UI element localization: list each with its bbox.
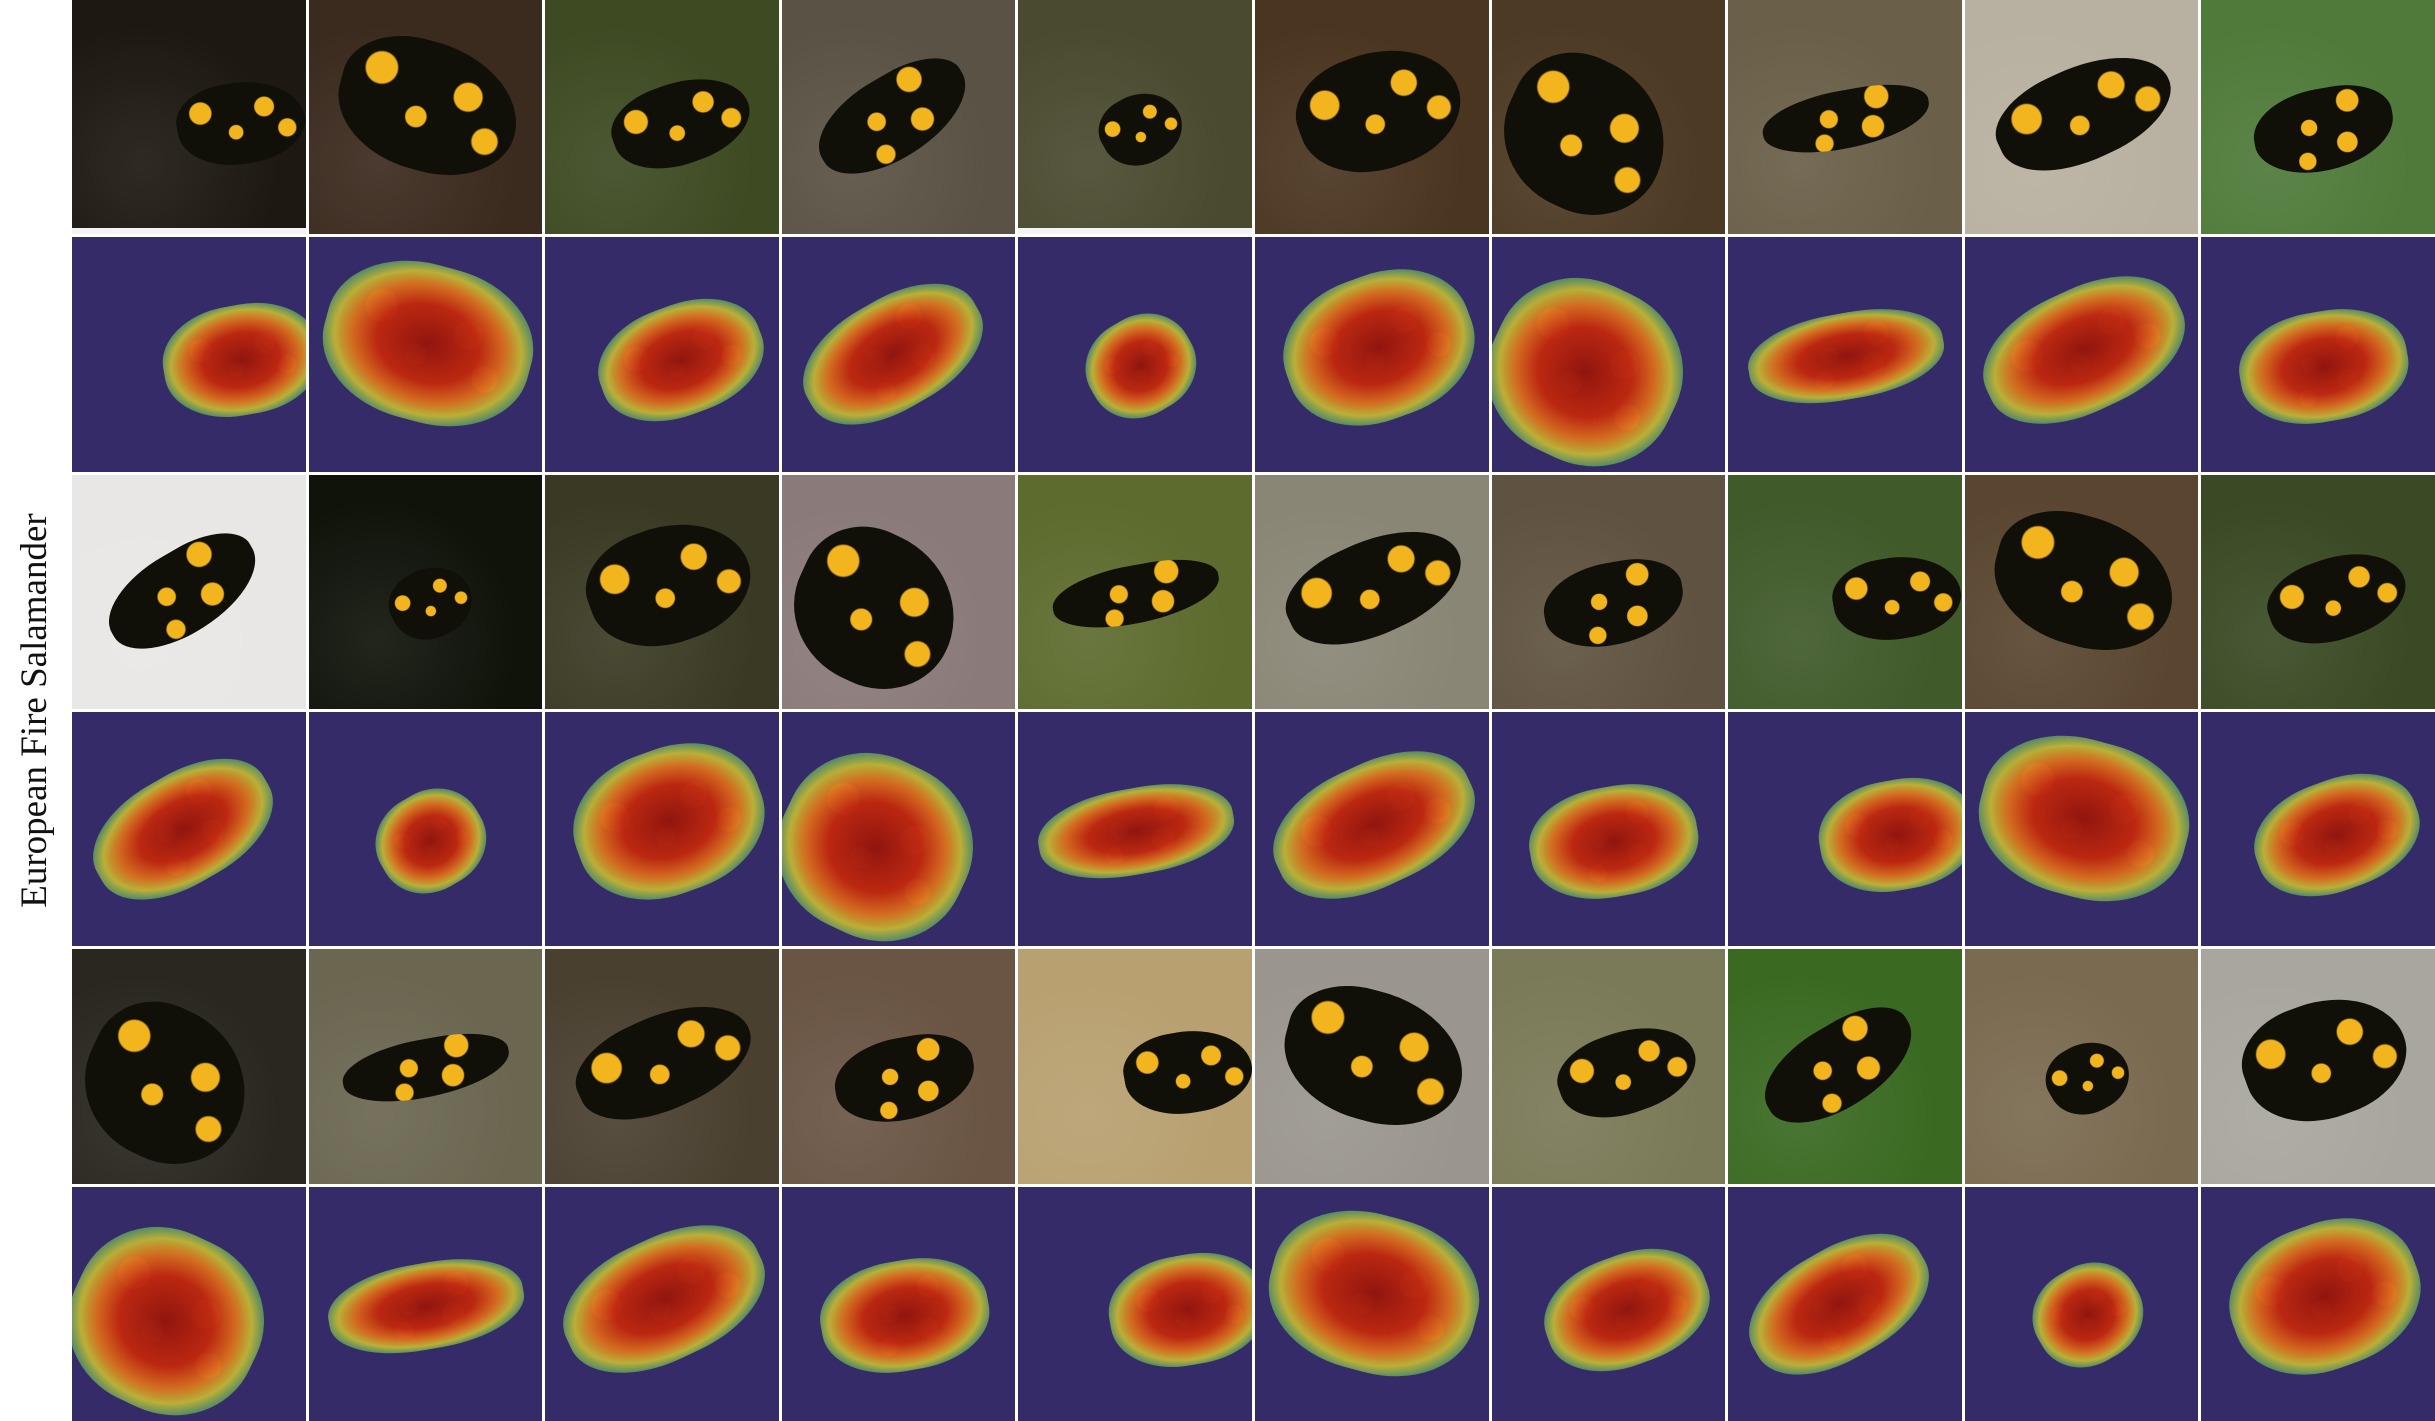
- heatmap-tile: [545, 237, 779, 472]
- heatmap-tile: [781, 711, 1016, 947]
- photo-tile: [1964, 474, 2199, 709]
- heatmap-tile: [72, 711, 306, 947]
- heatmap-tile: [1255, 711, 1489, 947]
- photo-tile: [1964, 949, 2199, 1184]
- row-label-text: European Fire Salamander: [13, 513, 55, 908]
- photo-tile: [545, 474, 779, 709]
- photo-tile: [545, 0, 779, 235]
- heatmap-tile: [1728, 237, 1962, 472]
- scene-background: [781, 0, 1016, 235]
- photo-tile: [545, 949, 779, 1184]
- heatmap-tile: [781, 1186, 1016, 1421]
- photo-tile: [1018, 949, 1252, 1184]
- photo-tile: [1018, 0, 1252, 235]
- photo-tile: [308, 474, 543, 709]
- heatmap-tile: [2201, 237, 2435, 472]
- photo-tile: [72, 949, 306, 1184]
- photo-tile: [1491, 949, 1726, 1184]
- row-label: European Fire Salamander: [0, 0, 68, 1421]
- heatmap-tile: [1018, 711, 1252, 947]
- photo-tile: [2201, 474, 2435, 709]
- heatmap-tile: [2201, 711, 2435, 947]
- heatmap-tile: [1491, 711, 1726, 947]
- heatmap-tile: [1255, 1186, 1489, 1421]
- photo-tile: [1728, 949, 1962, 1184]
- heatmap-tile: [545, 711, 779, 947]
- heatmap-tile: [1728, 1186, 1962, 1421]
- photo-tile: [1491, 474, 1726, 709]
- heatmap-tile: [72, 237, 306, 472]
- heatmap-tile: [308, 711, 543, 947]
- heatmap-tile: [781, 237, 1016, 472]
- heatmap-tile: [1964, 1186, 2199, 1421]
- photo-tile: [1255, 0, 1489, 235]
- photo-tile: [2201, 0, 2435, 235]
- photo-tile: [2201, 949, 2435, 1184]
- photo-border: [72, 228, 306, 235]
- photo-tile: [72, 0, 306, 235]
- photo-tile: [1964, 0, 2199, 235]
- heatmap-tile: [1964, 237, 2199, 472]
- photo-tile: [1018, 474, 1252, 709]
- photo-tile: [1255, 474, 1489, 709]
- heatmap-tile: [2201, 1186, 2435, 1421]
- photo-tile: [1491, 0, 1726, 235]
- heatmap-tile: [308, 1186, 543, 1421]
- heatmap-tile: [72, 1186, 306, 1421]
- heatmap-tile: [1728, 711, 1962, 947]
- photo-tile: [1728, 474, 1962, 709]
- heatmap-tile: [308, 237, 543, 472]
- heatmap-tile: [1018, 1186, 1252, 1421]
- heatmap-tile: [1491, 1186, 1726, 1421]
- heatmap-tile: [1491, 237, 1726, 472]
- photo-tile: [781, 474, 1016, 709]
- photo-border: [1018, 228, 1252, 235]
- image-grid: [72, 0, 2435, 1421]
- photo-tile: [308, 0, 543, 235]
- heatmap-tile: [545, 1186, 779, 1421]
- heatmap-tile: [1964, 711, 2199, 947]
- photo-tile: [781, 949, 1016, 1184]
- heatmap-tile: [1255, 237, 1489, 472]
- photo-tile: [1728, 0, 1962, 235]
- scene-background: [1491, 474, 1726, 709]
- photo-tile: [1255, 949, 1489, 1184]
- photo-tile: [72, 474, 306, 709]
- heatmap-tile: [1018, 237, 1252, 472]
- photo-tile: [781, 0, 1016, 235]
- photo-tile: [308, 949, 543, 1184]
- scene-background: [1018, 0, 1252, 235]
